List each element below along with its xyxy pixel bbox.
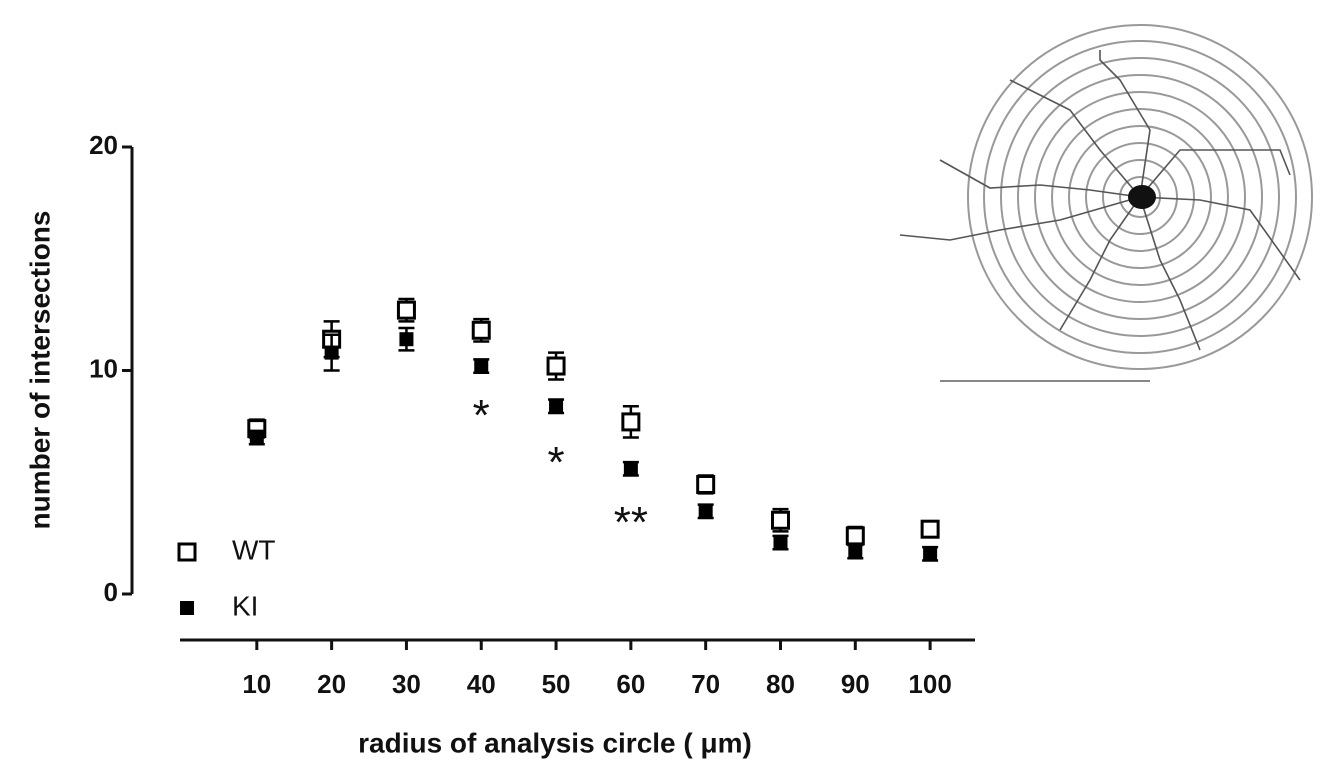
point — [920, 519, 940, 539]
annotation: ** — [614, 498, 648, 547]
x-tick-label: 20 — [317, 669, 346, 699]
x-axis-label: radius of analysis circle ( μm) — [358, 727, 752, 758]
point — [923, 546, 938, 561]
x-tick-label: 60 — [616, 669, 645, 699]
y-axis-label: number of intersections — [24, 211, 55, 530]
y-tick-label: 0 — [104, 577, 118, 607]
point — [773, 535, 788, 550]
point — [324, 345, 339, 360]
point — [546, 356, 566, 376]
neuron-illustration — [899, 24, 1313, 382]
x-tick-label: 40 — [467, 669, 496, 699]
annotation: * — [473, 391, 490, 440]
x-tick-label: 70 — [691, 669, 720, 699]
point — [698, 504, 713, 519]
x-tick-label: 90 — [841, 669, 870, 699]
point — [845, 526, 865, 546]
x-tick-label: 100 — [908, 669, 951, 699]
point — [623, 461, 638, 476]
y-tick-label: 10 — [89, 353, 118, 383]
x-tick-label: 30 — [392, 669, 421, 699]
x-tick-label: 50 — [542, 669, 571, 699]
point — [474, 359, 489, 374]
legend-marker — [177, 542, 197, 562]
point — [471, 320, 491, 340]
legend-label: KI — [232, 590, 258, 621]
point — [848, 544, 863, 559]
point — [249, 430, 264, 445]
point — [770, 510, 790, 530]
point — [696, 474, 716, 494]
x-tick-label: 80 — [766, 669, 795, 699]
point — [399, 332, 414, 347]
point — [621, 412, 641, 432]
point — [549, 399, 564, 414]
annotation: * — [547, 438, 564, 487]
point — [396, 300, 416, 320]
y-tick-label: 20 — [89, 130, 118, 160]
legend-marker — [180, 601, 194, 615]
legend-label: WT — [232, 534, 276, 565]
x-tick-label: 10 — [242, 669, 271, 699]
